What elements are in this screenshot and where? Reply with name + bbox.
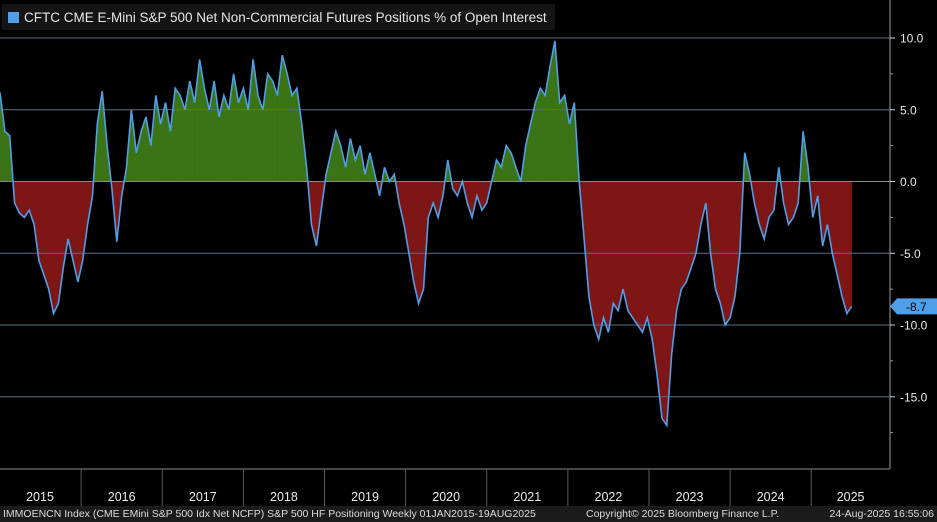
footer-description: IMMOENCN Index (CME EMini S&P 500 Idx Ne… — [3, 508, 536, 520]
last-value-tag: -8.7 — [890, 298, 937, 315]
y-tick-label: 0.0 — [900, 175, 917, 189]
y-tick-label: 10.0 — [900, 32, 924, 46]
negative-area — [12, 181, 852, 427]
x-tick-label: 2024 — [757, 490, 785, 504]
x-tick-label: 2020 — [432, 490, 460, 504]
x-tick-label: 2023 — [676, 490, 704, 504]
legend-swatch — [8, 11, 19, 23]
positive-area — [0, 40, 810, 182]
y-tick-label: -10.0 — [900, 319, 928, 333]
gridlines — [0, 37, 890, 398]
x-tick-label: 2016 — [108, 490, 136, 504]
y-tick-label: 5.0 — [900, 103, 917, 117]
series-line — [0, 40, 853, 428]
y-tick-label: -5.0 — [900, 247, 921, 261]
x-tick-label: 2017 — [189, 490, 217, 504]
x-axis: 2015 2016 2017 2018 2019 2020 2021 2022 2023 2024… — [0, 468, 937, 506]
y-axis: 10.0 5.0 0.0 -5.0 -10.0 -15.0 — [889, 0, 928, 469]
x-axis-band — [0, 469, 937, 506]
x-tick-label: 2022 — [595, 490, 623, 504]
last-value-badge — [890, 298, 937, 315]
y-tick-label: -15.0 — [900, 390, 928, 404]
x-tick-label: 2025 — [837, 490, 865, 504]
last-value-label: -8.7 — [906, 300, 927, 314]
footer-timestamp: 24-Aug-2025 16:55:06 — [829, 508, 934, 520]
x-tick-label: 2021 — [513, 490, 541, 504]
area-fills — [0, 40, 852, 427]
legend: CFTC CME E-Mini S&P 500 Net Non-Commerci… — [2, 4, 555, 30]
x-tick-label: 2018 — [270, 490, 298, 504]
footer-bar: IMMOENCN Index (CME EMini S&P 500 Idx Ne… — [0, 506, 937, 522]
x-tick-label: 2015 — [26, 490, 54, 504]
chart-title: CFTC CME E-Mini S&P 500 Net Non-Commerci… — [24, 9, 547, 25]
footer-copyright: Copyright© 2025 Bloomberg Finance L.P. — [586, 508, 780, 520]
x-tick-label: 2019 — [351, 490, 379, 504]
chart-area: 10.05.00.0-5.0-10.0-15.0 2015 2016 2017 201… — [0, 0, 937, 506]
